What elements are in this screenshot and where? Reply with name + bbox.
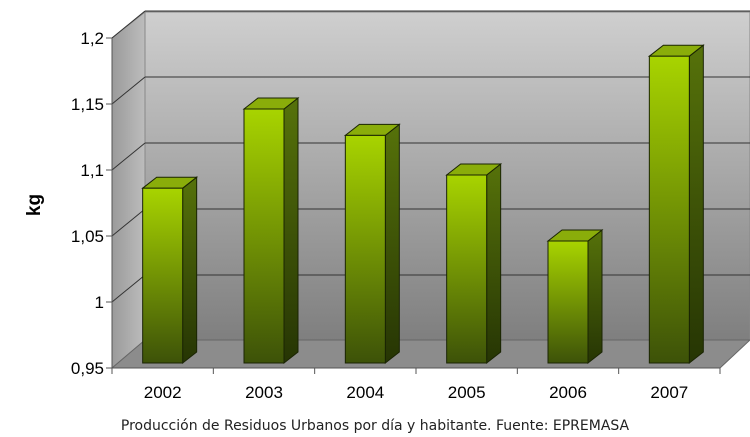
chart-side-wall [111, 10, 146, 370]
y-tick-label: 1,1 [80, 161, 104, 180]
bar-front [547, 240, 589, 364]
bar-front [648, 55, 690, 364]
bar-2007 [647, 44, 705, 365]
x-tick-label: 2003 [245, 383, 283, 402]
bar-2004 [343, 123, 401, 365]
bar-side [182, 176, 198, 365]
bar-front [446, 174, 488, 364]
bar-side [384, 123, 400, 365]
bar-side [486, 162, 502, 365]
bar-side [587, 228, 603, 365]
gridline-side [111, 142, 146, 171]
bar-front [243, 108, 285, 364]
x-axis: 2002 2003 2004 2005 2006 2007 [111, 367, 721, 402]
gridline-side [111, 274, 146, 303]
x-tick-label: 2005 [448, 383, 486, 402]
bars [141, 44, 705, 365]
y-tick-label: 0,95 [71, 359, 104, 378]
x-tick-label: 2002 [144, 383, 182, 402]
bar-2006 [546, 228, 604, 365]
gridline-side [111, 76, 146, 105]
chart-caption: Producción de Residuos Urbanos por día y… [120, 418, 630, 434]
bar-2002 [141, 176, 199, 365]
y-tick-label: 1,15 [71, 95, 104, 114]
x-tick-label: 2006 [549, 383, 587, 402]
gridline-side [111, 208, 146, 237]
bar-side [283, 96, 299, 365]
bar-front [344, 134, 386, 364]
x-tick-label: 2007 [650, 383, 688, 402]
y-tick-label: 1,05 [71, 227, 104, 246]
y-tick-label: 1,2 [80, 29, 104, 48]
x-tick-label: 2004 [346, 383, 384, 402]
y-axis-label: kg [24, 194, 45, 216]
y-tick-label: 1 [95, 293, 104, 312]
bar-side [688, 44, 704, 365]
bar-2003 [242, 96, 300, 365]
bar-front [142, 187, 184, 364]
bar-2005 [445, 162, 503, 365]
y-axis: 0,95 1 1,05 1,1 1,15 1,2 [71, 29, 113, 378]
gridline-side [111, 10, 146, 39]
